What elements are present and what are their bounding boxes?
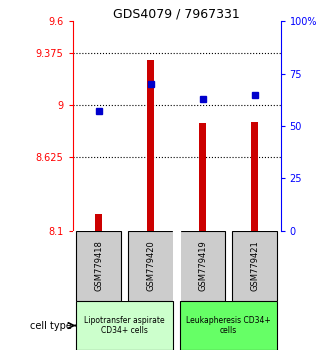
Bar — [180, 301, 278, 350]
Bar — [232, 231, 278, 301]
Bar — [95, 214, 102, 231]
Bar — [76, 301, 174, 350]
Text: GSM779420: GSM779420 — [146, 240, 155, 291]
Text: Leukapheresis CD34+
cells: Leukapheresis CD34+ cells — [186, 316, 271, 335]
Bar — [128, 231, 174, 301]
Bar — [148, 60, 154, 231]
Bar — [251, 122, 258, 231]
Text: Lipotransfer aspirate
CD34+ cells: Lipotransfer aspirate CD34+ cells — [84, 316, 165, 335]
Bar — [76, 231, 121, 301]
Text: GSM779421: GSM779421 — [250, 240, 259, 291]
Bar — [180, 231, 225, 301]
Text: GSM779419: GSM779419 — [198, 240, 207, 291]
Title: GDS4079 / 7967331: GDS4079 / 7967331 — [113, 7, 240, 20]
Text: GSM779418: GSM779418 — [94, 240, 103, 291]
Text: cell type: cell type — [30, 320, 72, 331]
Bar — [199, 123, 206, 231]
